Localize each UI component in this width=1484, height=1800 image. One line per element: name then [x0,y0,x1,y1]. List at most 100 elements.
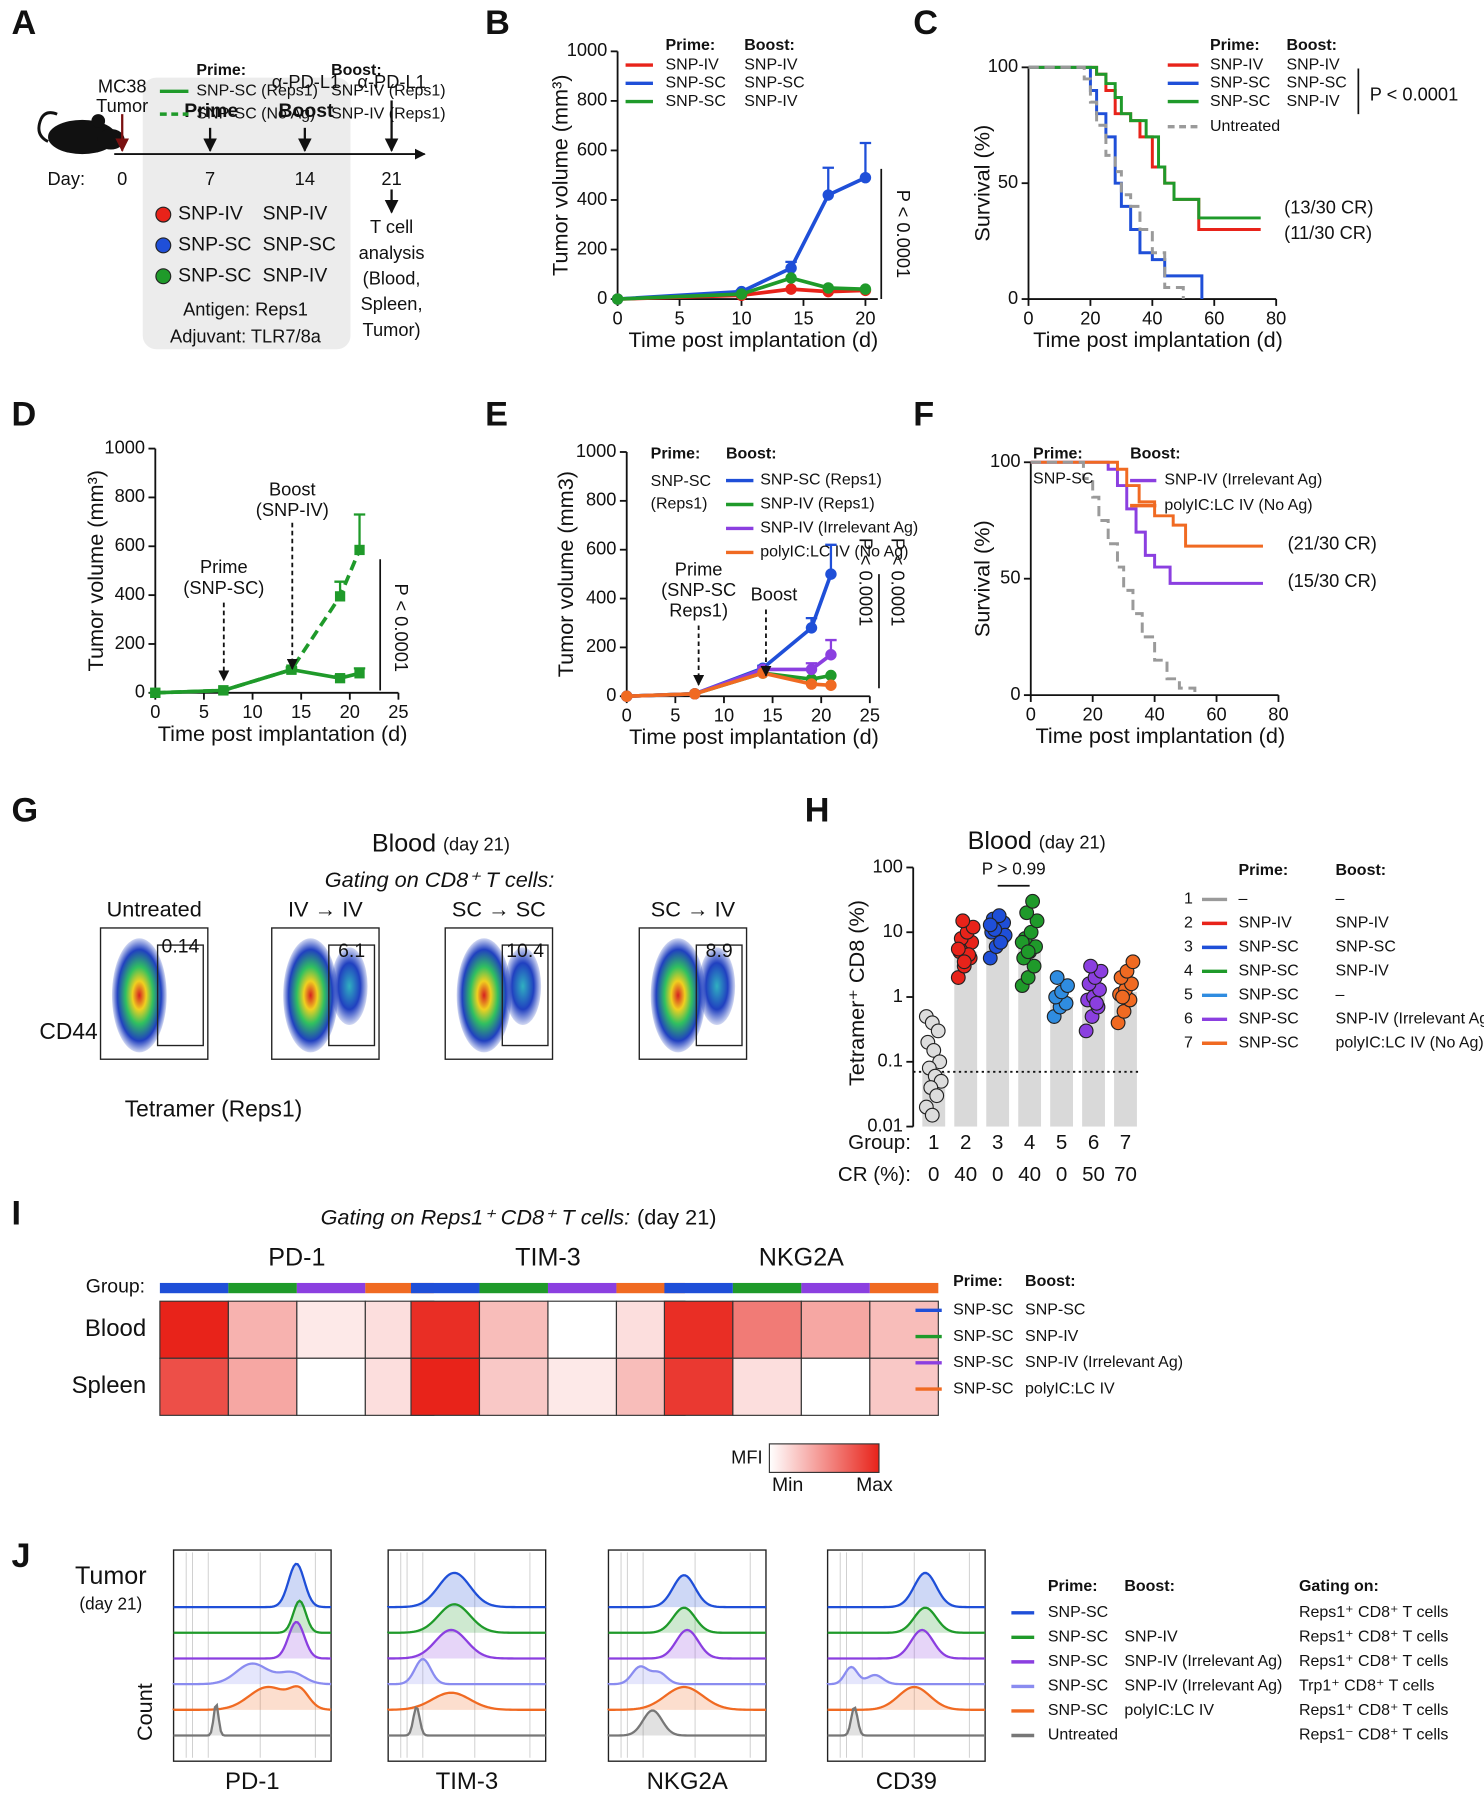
histogram-fill [608,1575,766,1608]
j-row-label: Tumor [75,1562,147,1590]
j-row-label: (day 21) [79,1594,142,1613]
legend-label: SNP-IV [744,93,798,110]
data-point [825,568,837,580]
series-line [626,653,833,699]
legend-number: 1 [1184,891,1193,908]
heatmap-cell [159,1300,229,1359]
annotation: P < 0.0001 [391,584,412,672]
treatment-label: α-PD-L1 [272,71,340,92]
data-point [1060,978,1075,994]
legend-header: Prime: [666,37,716,54]
x-tick-label: 20 [811,705,831,726]
density [650,938,706,1053]
histogram-line [827,1628,986,1660]
histogram-line [827,1606,986,1634]
panel-letter: C [913,4,938,42]
analysis-label: Spleen, [361,293,423,314]
histogram-fill [173,1622,332,1659]
legend-prime: SNP-SC [1239,1010,1299,1027]
j-ylabel: Count [132,1683,157,1741]
group-label: Group: [848,1131,911,1154]
data-point [621,690,633,702]
legend-prime: SNP-SC [1239,963,1299,980]
bar [1050,997,1074,1127]
data-point [926,1042,942,1058]
legend-header: Boost: [331,62,382,79]
y-tick-label: 50 [1000,567,1020,588]
annotation: (SNP-SC [661,579,736,600]
series-line [1028,65,1261,220]
series-line [1028,65,1261,232]
y-tick-label: 200 [115,632,145,653]
cr-value: 70 [1114,1163,1137,1186]
group-bar [616,1282,685,1294]
group-bar [365,1282,434,1294]
x-tick-label: 0 [1023,307,1033,328]
legend-boost: SNP-IV (Irrelevant Ag) [1025,1354,1183,1371]
marker-label: CD39 [876,1768,937,1795]
data-point [1049,970,1065,985]
gate-value: 0.14 [162,935,200,957]
histogram-line [387,1628,546,1660]
group-prime: SNP-SC [178,234,251,256]
legend-gating: Reps1⁺ CD8⁺ T cells [1299,1653,1448,1670]
data-point [955,913,971,929]
histogram-line [173,1599,332,1634]
legend-label: SNP-SC [666,93,726,110]
data-point [825,649,837,661]
data-point [1023,924,1039,940]
data-point [785,272,797,284]
data-point [929,1088,945,1104]
histogram-fill [173,1663,332,1685]
annotation: Reps1) [669,600,728,621]
cr-value: 0 [928,1163,939,1186]
group-dot [155,206,172,223]
legend-prime: SNP-IV [1239,915,1293,932]
histogram-fill [608,1710,766,1736]
plot-label: SC → SC [452,897,546,922]
legend-boost: SNP-IV [1336,963,1390,980]
histogram-fill [608,1666,766,1685]
histogram-fill [827,1666,986,1685]
histogram-line [173,1562,332,1609]
annotation: Boost [751,584,798,605]
data-point [982,950,998,966]
legend-header: Boost: [1130,445,1181,462]
histogram-line [608,1574,766,1609]
y-tick-label: 50 [998,171,1018,192]
histogram-fill [173,1563,332,1608]
chart-subtitle: (day 21) [1039,831,1106,852]
marker-label: PD-1 [225,1768,280,1795]
cr-value: 0 [1056,1163,1067,1186]
x-tick-label: 15 [793,307,813,328]
data-point [991,908,1007,924]
x-axis-label: Time post implantation (d) [629,724,879,749]
legend-prime: SNP-SC [953,1302,1013,1319]
legend-prime: – [1239,891,1248,908]
histogram-line [173,1702,332,1737]
data-point [689,688,701,700]
data-point [1110,1015,1126,1031]
legend-number: 7 [1184,1034,1193,1051]
data-point [950,941,966,957]
marker-label: TIM-3 [436,1768,499,1795]
y-tick-label: 1000 [104,436,145,457]
data-point [930,1023,946,1039]
gate-value: 8.9 [706,940,733,962]
group-bar [732,1282,802,1294]
legend-boost: SNP-IV (Irrelevant Ag) [1124,1653,1282,1670]
data-point [924,1107,940,1123]
legend-prime: SNP-SC [1048,1604,1108,1621]
cr-value: 40 [954,1163,977,1186]
y-axis-label: Tetramer⁺ CD8 (%) [844,900,869,1086]
legend-prime: Untreated [1048,1727,1118,1744]
legend-prime: SNP-SC [953,1380,1013,1397]
histogram-fill [388,1629,546,1659]
mouse [37,111,125,155]
cr-value: 50 [1082,1163,1105,1186]
histogram-fill [608,1629,766,1659]
data-point [785,262,797,274]
legend-prime: SNP-SC [953,1354,1013,1371]
group-dot [155,237,172,254]
x-tick-label: 0 [613,307,623,328]
